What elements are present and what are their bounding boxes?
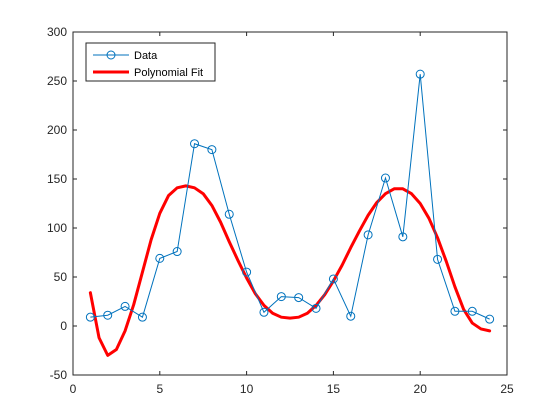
data-point-marker [398,232,408,242]
legend-swatch-data-marker [106,50,116,60]
data-point-marker [103,310,113,320]
y-axis-ticks: -50 0 50 100 150 200 250 300 [47,25,507,382]
legend-label-data: Data [134,50,158,62]
legend-box [85,42,216,82]
plot-area [72,31,508,376]
series-line-data [90,74,490,320]
y-tick-label: 150 [47,172,67,186]
series-layer [85,69,495,357]
x-axis-ticks: 0 5 10 15 20 25 [70,32,514,396]
y-tick-label: 300 [47,25,67,39]
data-point-marker [328,274,338,284]
x-tick-label: 15 [327,382,341,396]
data-point-marker [276,292,286,302]
data-point-marker [311,303,321,313]
data-point-marker [294,293,304,303]
data-point-marker [380,173,390,183]
data-point-marker [242,267,252,277]
data-point-marker [207,145,217,155]
data-point-marker [155,253,165,263]
axes-box [72,31,508,376]
data-point-marker [433,254,443,264]
data-point-marker [346,311,356,321]
y-tick-label: 100 [47,221,67,235]
data-point-marker [137,312,147,322]
data-point-marker [120,301,130,311]
y-tick-label: -50 [50,368,68,382]
legend-label-fit: Polynomial Fit [134,67,203,79]
x-tick-label: 5 [156,382,163,396]
y-tick-label: 200 [47,123,67,137]
data-point-marker [450,306,460,316]
data-point-marker [224,209,234,219]
x-tick-label: 0 [70,382,77,396]
x-tick-label: 20 [414,382,428,396]
data-point-marker [415,69,425,79]
series-line-polynomial-fit [88,184,492,357]
y-tick-label: 50 [54,270,68,284]
data-point-marker [467,306,477,316]
data-point-marker [485,314,495,324]
x-tick-label: 10 [240,382,254,396]
data-point-marker [259,307,269,317]
y-tick-label: 250 [47,74,67,88]
legend: Data Polynomial Fit [85,42,216,82]
x-tick-label: 25 [500,382,514,396]
data-point-marker [190,139,200,149]
data-point-marker [85,312,95,322]
data-point-marker [172,247,182,257]
data-point-marker [363,230,373,240]
y-tick-label: 0 [60,319,67,333]
